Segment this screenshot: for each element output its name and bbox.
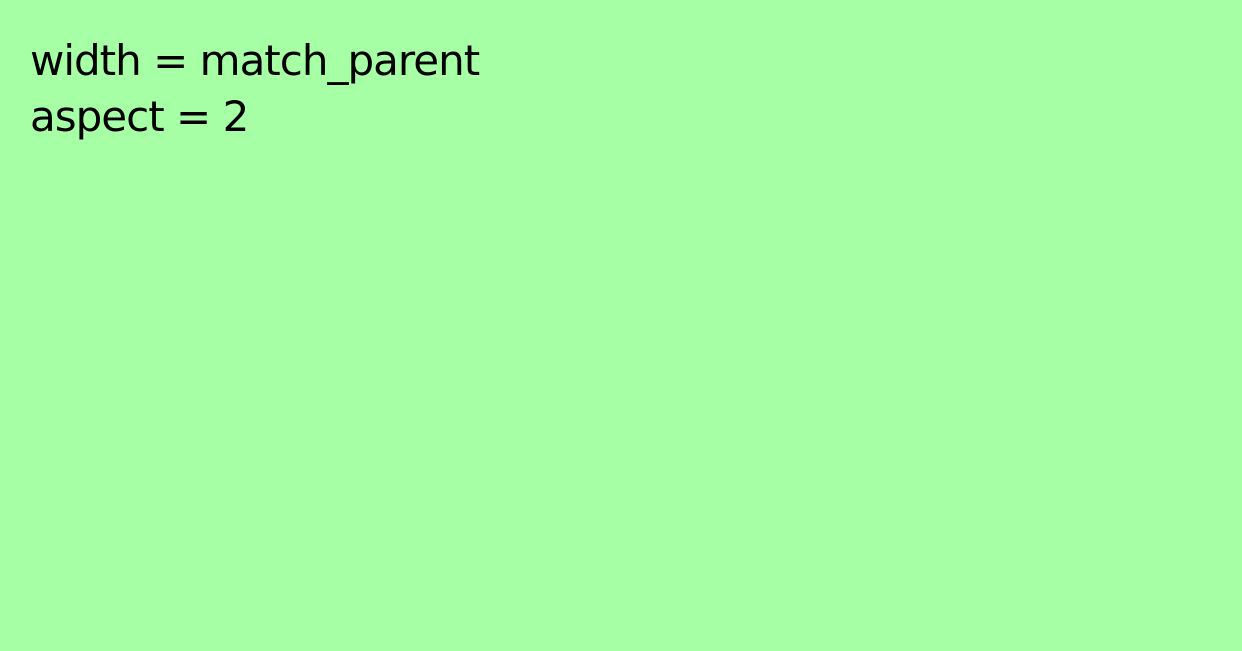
width-text: width = match_parent: [30, 36, 480, 85]
aspect-text: aspect = 2: [30, 92, 249, 141]
